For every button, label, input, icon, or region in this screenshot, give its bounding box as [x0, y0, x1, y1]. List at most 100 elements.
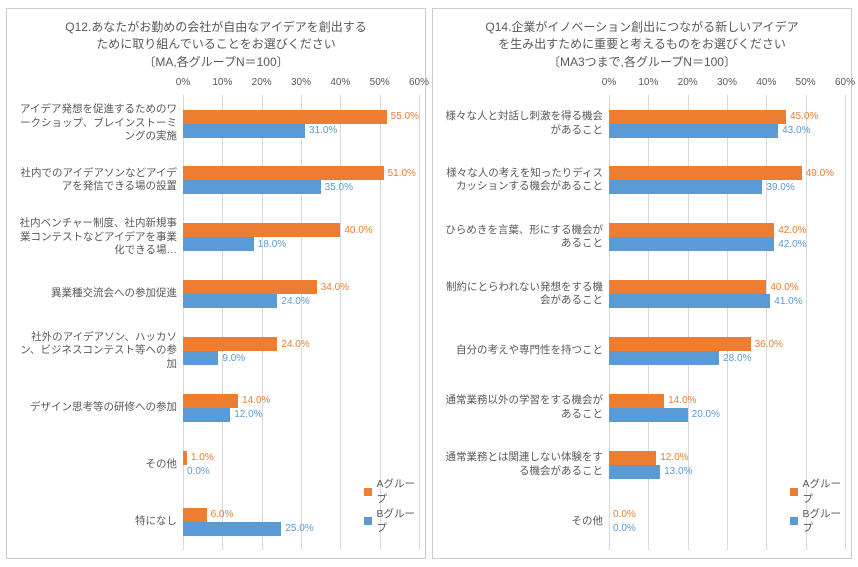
bar-value: 25.0%: [285, 523, 313, 534]
category-label: デザイン思考等の研修への参加: [13, 379, 183, 436]
category-label: 社内でのアイデアソンなどアイデアを発信できる場の設置: [13, 152, 183, 209]
bar-value: 55.0%: [391, 111, 419, 122]
legend-item-a: Aグループ: [364, 477, 415, 506]
bar-value: 49.0%: [806, 168, 834, 179]
category-label: 様々な人の考えを知ったりディスカッションする機会があること: [439, 152, 609, 209]
legend-swatch-a-icon: [790, 488, 798, 496]
bar-value: 42.0%: [778, 239, 806, 250]
legend-right: Aグループ Bグループ: [790, 477, 841, 536]
bar-value: 24.0%: [281, 339, 309, 350]
bar-series-b: [609, 124, 778, 138]
axis-tick: 40%: [330, 77, 350, 88]
axis-tick: 60%: [835, 77, 855, 88]
bar-series-b: [183, 124, 305, 138]
axis-tick: 0%: [602, 77, 616, 88]
bar-series-a: [609, 451, 656, 465]
bar-value: 36.0%: [755, 339, 783, 350]
bar-series-a: [609, 337, 751, 351]
bar-series-b: [609, 408, 688, 422]
bar-value: 1.0%: [191, 452, 214, 463]
bar-value: 18.0%: [258, 239, 286, 250]
bar-value: 9.0%: [222, 353, 245, 364]
bar-value: 42.0%: [778, 225, 806, 236]
legend-label-b: Bグループ: [376, 507, 415, 536]
chart-area-right: 様々な人と対話し刺激を得る機会があること様々な人の考えを知ったりディスカッション…: [439, 75, 845, 550]
category-label: その他: [439, 493, 609, 550]
bar-value: 12.0%: [234, 409, 262, 420]
labels-col-left: アイデア発想を促進するためのワークショップ、ブレインストーミングの実施社内でのア…: [13, 75, 183, 550]
bar-series-b: [183, 237, 254, 251]
legend-item-a: Aグループ: [790, 477, 841, 506]
axis-tick: 30%: [717, 77, 737, 88]
legend-label-b: Bグループ: [802, 507, 841, 536]
legend-swatch-b-icon: [790, 517, 798, 525]
bar-series-a: [183, 166, 384, 180]
bar-series-a: [183, 451, 187, 465]
x-axis-left: 0%10%20%30%40%50%60%: [183, 75, 419, 95]
category-label: 通常業務とは関連しない体験をする機会があること: [439, 436, 609, 493]
bar-series-b: [609, 351, 719, 365]
bar-series-a: [609, 223, 774, 237]
axis-tick: 50%: [796, 77, 816, 88]
category-label: アイデア発想を促進するためのワークショップ、ブレインストーミングの実施: [13, 95, 183, 152]
legend-item-b: Bグループ: [790, 507, 841, 536]
bar-series-a: [609, 110, 786, 124]
bar-value: 6.0%: [211, 509, 234, 520]
category-label: 制約にとらわれない発想をする機会があること: [439, 266, 609, 323]
labels-col-right: 様々な人と対話し刺激を得る機会があること様々な人の考えを知ったりディスカッション…: [439, 75, 609, 550]
axis-tick: 10%: [212, 77, 232, 88]
chart-title-left: Q12.あなたがお勤めの会社が自由なアイデアを創出するために取り組んでいることを…: [13, 19, 419, 71]
axis-tick: 40%: [756, 77, 776, 88]
axis-tick: 30%: [291, 77, 311, 88]
axis-tick: 0%: [176, 77, 190, 88]
bar-series-a: [183, 110, 387, 124]
bar-value: 14.0%: [668, 395, 696, 406]
bar-series-a: [183, 394, 238, 408]
bar-value: 40.0%: [770, 282, 798, 293]
bar-series-b: [609, 180, 762, 194]
bar-value: 41.0%: [774, 296, 802, 307]
bar-series-a: [609, 394, 664, 408]
bar-value: 51.0%: [388, 168, 416, 179]
axis-tick: 20%: [678, 77, 698, 88]
bar-series-a: [609, 280, 766, 294]
category-label: 自分の考えや専門性を持つこと: [439, 323, 609, 380]
legend-swatch-b-icon: [364, 517, 372, 525]
bar-series-b: [183, 294, 277, 308]
bar-value: 31.0%: [309, 125, 337, 136]
legend-left: Aグループ Bグループ: [364, 477, 415, 536]
bar-value: 13.0%: [664, 466, 692, 477]
axis-tick: 60%: [409, 77, 429, 88]
category-label: ひらめきを言葉、形にする機会があること: [439, 209, 609, 266]
bar-value: 14.0%: [242, 395, 270, 406]
bar-value: 0.0%: [613, 509, 636, 520]
bar-series-b: [183, 351, 218, 365]
chart-area-left: アイデア発想を促進するためのワークショップ、ブレインストーミングの実施社内でのア…: [13, 75, 419, 550]
legend-label-a: Aグループ: [802, 477, 841, 506]
bar-value: 0.0%: [187, 466, 210, 477]
bar-value: 28.0%: [723, 353, 751, 364]
bar-series-b: [609, 294, 770, 308]
bar-series-b: [609, 465, 660, 479]
x-axis-right: 0%10%20%30%40%50%60%: [609, 75, 845, 95]
bar-value: 24.0%: [281, 296, 309, 307]
category-label: その他: [13, 436, 183, 493]
bar-value: 20.0%: [692, 409, 720, 420]
bar-series-b: [183, 408, 230, 422]
category-label: 様々な人と対話し刺激を得る機会があること: [439, 95, 609, 152]
category-label: 社内ベンチャー制度、社内新規事業コンテストなどアイデアを事業化できる場…: [13, 209, 183, 266]
category-label: 異業種交流会への参加促進: [13, 266, 183, 323]
bar-series-a: [183, 223, 340, 237]
panel-q14: Q14.企業がイノベーション創出につながる新しいアイデアを生み出すために重要と考…: [432, 8, 852, 559]
legend-swatch-a-icon: [364, 488, 372, 496]
bar-series-b: [183, 522, 281, 536]
bar-value: 34.0%: [321, 282, 349, 293]
bar-value: 12.0%: [660, 452, 688, 463]
bar-series-a: [183, 337, 277, 351]
bar-value: 39.0%: [766, 182, 794, 193]
bar-series-b: [183, 180, 321, 194]
category-label: 社外のアイデアソン、ハッカソン、ビジネスコンテスト等への参加: [13, 323, 183, 380]
bar-series-b: [609, 237, 774, 251]
category-label: 通常業務以外の学習をする機会があること: [439, 379, 609, 436]
legend-item-b: Bグループ: [364, 507, 415, 536]
